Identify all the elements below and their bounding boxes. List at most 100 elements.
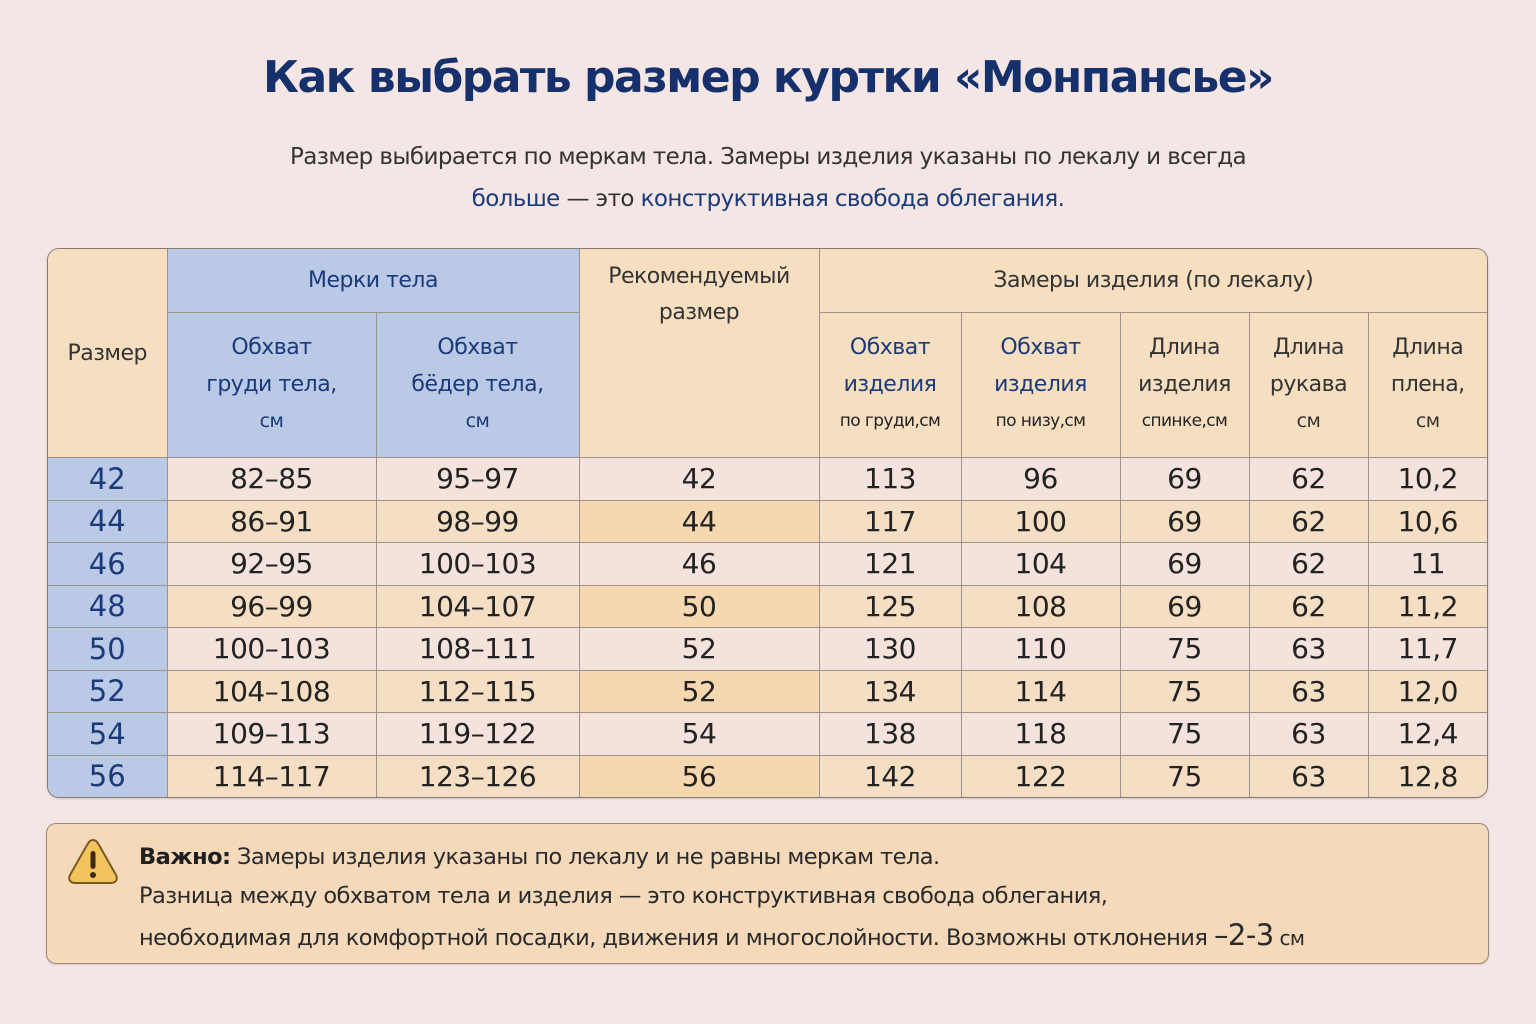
header-chest-product: Обхват изделия по груди,см: [818, 311, 962, 459]
hem-product-cell: 122: [960, 754, 1121, 797]
header-size: Размер: [48, 249, 168, 459]
chest-product-cell: 113: [818, 457, 962, 501]
chest-product-cell: 121: [818, 542, 962, 586]
size-cell: 54: [48, 712, 168, 756]
header-product-measurements: Замеры изделия (по лекалу): [818, 249, 1487, 313]
sleeve-length-cell: 63: [1248, 754, 1369, 797]
shoulder-length-cell: 12,0: [1367, 669, 1487, 714]
shoulder-length-cell: 10,6: [1367, 499, 1487, 544]
hem-product-cell: 114: [960, 669, 1121, 714]
table-row: 56 114–117 123–126 56 142 122 75 63 12,8: [48, 754, 1487, 797]
recommended-size-cell: 54: [578, 712, 820, 756]
header-length-back: Длина изделия спинке,см: [1119, 311, 1250, 459]
note-unit: см: [1273, 926, 1305, 950]
label: рукава: [1269, 372, 1348, 398]
hips-body-cell: 108–111: [375, 627, 580, 671]
note-text: Важно: Замеры изделия указаны по лекалу …: [139, 838, 1305, 958]
label: Длина: [1392, 335, 1464, 361]
label: Длина: [1273, 335, 1344, 361]
hips-body-cell: 95–97: [375, 457, 580, 501]
label: Обхват: [849, 335, 931, 361]
note-line-3-text: необходимая для комфортной посадки, движ…: [139, 925, 1214, 951]
note-deviation: –2-3: [1213, 918, 1274, 952]
chest-product-cell: 125: [818, 584, 962, 629]
sleeve-length-cell: 62: [1248, 457, 1369, 501]
chest-body-cell: 109–113: [166, 712, 377, 756]
sleeve-length-cell: 62: [1248, 499, 1369, 544]
size-cell: 44: [48, 499, 168, 544]
recommended-size-cell: 44: [578, 499, 820, 544]
chest-body-cell: 96–99: [166, 584, 377, 629]
header-chest-body: Обхват груди тела, см: [167, 311, 377, 459]
sleeve-length-cell: 63: [1248, 712, 1369, 756]
table-row: 54 109–113 119–122 54 138 118 75 63 12,4: [48, 712, 1487, 756]
label: Обхват: [437, 335, 518, 361]
size-cell: 56: [48, 754, 168, 797]
note-label: Важно:: [139, 844, 231, 870]
header-sleeve-length: Длина рукава см: [1248, 311, 1369, 459]
note-line-1-text: Замеры изделия указаны по лекалу и не ра…: [230, 844, 940, 870]
label: бёдер тела,: [411, 372, 544, 398]
label: груди тела,: [206, 372, 337, 398]
sleeve-length-cell: 63: [1248, 669, 1369, 714]
label: спинке,: [1141, 411, 1207, 432]
note-line-1: Важно: Замеры изделия указаны по лекалу …: [139, 838, 1304, 877]
recommended-size-cell: 46: [578, 542, 820, 586]
length-back-cell: 69: [1119, 499, 1250, 544]
note-line-3: необходимая для комфортной посадки, движ…: [139, 916, 1305, 958]
chest-product-cell: 142: [818, 754, 962, 797]
label: изделия: [994, 372, 1087, 398]
size-cell: 48: [48, 584, 168, 629]
sleeve-length-cell: 63: [1248, 627, 1369, 671]
size-cell: 52: [48, 669, 168, 714]
chest-body-cell: 104–108: [166, 669, 377, 714]
hem-product-cell: 96: [960, 457, 1121, 501]
label: изделия: [1138, 372, 1231, 398]
chest-body-cell: 114–117: [166, 754, 377, 797]
hips-body-cell: 119–122: [375, 712, 580, 756]
sleeve-length-cell: 62: [1248, 542, 1369, 586]
recommended-size-cell: 42: [578, 457, 820, 501]
hem-product-cell: 104: [960, 542, 1121, 586]
length-back-cell: 69: [1119, 457, 1250, 501]
length-back-cell: 75: [1119, 712, 1250, 756]
unit: см: [1064, 411, 1086, 432]
size-cell: 46: [48, 542, 168, 586]
label: по низу,: [995, 411, 1065, 432]
label: Обхват: [231, 335, 312, 361]
header-recommended-line1: Рекомендуемый: [608, 264, 790, 289]
chest-product-cell: 134: [818, 669, 962, 714]
hem-product-cell: 110: [960, 627, 1121, 671]
hem-product-cell: 100: [960, 499, 1121, 544]
label: изделия: [843, 372, 937, 398]
length-back-cell: 75: [1119, 754, 1250, 797]
length-back-cell: 69: [1119, 542, 1250, 586]
chest-body-cell: 82–85: [166, 457, 377, 501]
subtitle-line-2: больше — это конструктивная свобода обле…: [0, 178, 1536, 220]
header-body-measurements: Мерки тела: [166, 249, 580, 313]
subtitle-emphasis-freedom: конструктивная свобода облегания.: [640, 186, 1065, 212]
subtitle-emphasis-bigger: больше: [471, 186, 561, 212]
table-row: 44 86–91 98–99 44 117 100 69 62 10,6: [48, 499, 1487, 544]
size-cell: 42: [48, 457, 168, 501]
sleeve-length-cell: 62: [1248, 584, 1369, 629]
label: по груди,: [839, 411, 920, 432]
hem-product-cell: 118: [960, 712, 1121, 756]
hips-body-cell: 123–126: [375, 754, 580, 797]
unit: см: [259, 410, 284, 433]
header-shoulder-length: Длина плена, см: [1367, 311, 1487, 459]
header-recommended-line2: размер: [658, 300, 740, 325]
unit: см: [919, 411, 941, 432]
recommended-size-cell: 56: [578, 754, 820, 797]
size-cell: 50: [48, 627, 168, 671]
subtitle-dash: — это: [559, 186, 641, 212]
hips-body-cell: 112–115: [375, 669, 580, 714]
unit: см: [1415, 410, 1440, 433]
recommended-size-cell: 50: [578, 584, 820, 629]
recommended-size-cell: 52: [578, 627, 820, 671]
table-row: 46 92–95 100–103 46 121 104 69 62 11: [48, 542, 1487, 586]
table-row: 48 96–99 104–107 50 125 108 69 62 11,2: [48, 584, 1487, 629]
shoulder-length-cell: 11,2: [1367, 584, 1487, 629]
note-line-2: Разница между обхватом тела и изделия — …: [139, 883, 1108, 909]
chest-product-cell: 130: [818, 627, 962, 671]
